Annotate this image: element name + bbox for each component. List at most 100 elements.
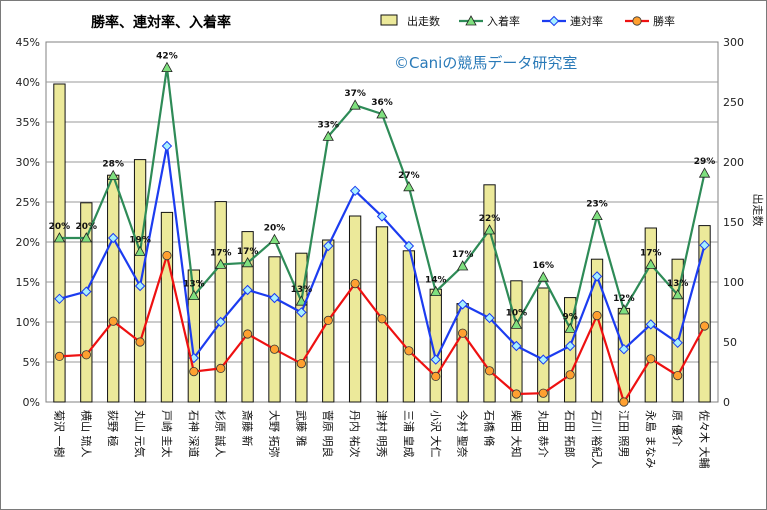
top2-rate-point xyxy=(618,343,630,355)
top2-rate-point xyxy=(376,211,388,222)
y-right-tick-label: 0 xyxy=(723,396,730,409)
placing-rate-point xyxy=(510,318,523,329)
placing-rate-point xyxy=(564,322,576,333)
x-category-label: 菅原 明良 xyxy=(321,410,335,458)
legend-marker-win-rate xyxy=(632,16,642,26)
data-label: 37% xyxy=(344,89,366,99)
win-rate-point xyxy=(699,321,710,331)
placing-rate-point xyxy=(483,224,496,235)
axis-layer: 0% 5% 10% 15% 20% 25% 30% 35% 40% 45% 0 50 100 150 200… xyxy=(16,36,765,469)
top2-rate-point xyxy=(134,280,146,292)
data-label: 23% xyxy=(586,200,608,210)
y-right-tick-label: 100 xyxy=(723,276,744,289)
data-label: 17% xyxy=(640,248,662,258)
data-label: 27% xyxy=(398,171,420,181)
x-category-label: 大野 拓弥 xyxy=(267,410,281,458)
top2-rate-point xyxy=(699,239,710,251)
y-left-tick-label: 25% xyxy=(16,196,40,209)
x-category-label: 石川 裕紀人 xyxy=(590,410,603,469)
top2-rate-point xyxy=(107,232,119,244)
placing-rate-point xyxy=(403,180,415,192)
y-left-tick-label: 35% xyxy=(16,116,40,129)
placing-rate-point xyxy=(188,289,200,301)
y-right-tick-label: 300 xyxy=(723,36,744,49)
top2-rate-point xyxy=(269,292,280,304)
legend-label: 勝率 xyxy=(653,14,675,28)
win-rate-point xyxy=(619,397,629,407)
data-label: 20% xyxy=(76,222,98,232)
label-layer: 20% 20% 28% 19% 42% 13% 17% 17% 20% 13% 33% 37% 36% 2… xyxy=(49,52,716,323)
win-rate-point xyxy=(431,371,441,381)
y-right-tick-label: 50 xyxy=(723,336,737,349)
placing-rate-point xyxy=(456,260,469,271)
x-category-label: 丸田 恭介 xyxy=(536,410,549,458)
bar-starts xyxy=(187,269,200,403)
top2-rate-point xyxy=(591,271,603,282)
bar-starts xyxy=(644,227,657,403)
top2-rate-point xyxy=(645,319,657,330)
win-rate-point xyxy=(189,366,199,377)
legend-label: 連対率 xyxy=(570,14,603,28)
legend-marker-placing-rate xyxy=(465,15,477,26)
y-right-axis-label: 出走数 xyxy=(751,194,765,227)
placing-rate-point xyxy=(322,130,334,141)
bar-starts xyxy=(698,225,711,403)
watermark: ©Caniの競馬データ研究室 xyxy=(394,54,577,72)
x-category-label: 佐々木 大輔 xyxy=(698,410,712,469)
x-category-label: 横山 琉人 xyxy=(79,410,93,458)
data-label: 9% xyxy=(563,312,578,322)
win-rate-point xyxy=(323,315,333,325)
data-label: 33% xyxy=(317,120,339,130)
placing-rate-point xyxy=(215,258,227,269)
win-rate-point xyxy=(646,354,656,364)
placing-rate-point xyxy=(618,304,630,315)
x-category-label: 石橋 脩 xyxy=(483,410,497,447)
data-label: 17% xyxy=(452,250,474,260)
x-category-label: 柴田 大知 xyxy=(509,410,523,458)
y-left-tick-label: 20% xyxy=(16,236,40,249)
data-label: 17% xyxy=(210,248,232,258)
y-left-tick-label: 15% xyxy=(16,276,40,289)
data-label: 13% xyxy=(667,279,689,289)
x-category-label: 武藤 雅 xyxy=(294,410,308,447)
win-rate-point xyxy=(592,310,602,321)
bar-starts xyxy=(80,202,93,403)
data-label: 42% xyxy=(156,52,178,62)
x-category-label: 今村 聖奈 xyxy=(456,410,470,458)
top2-rate-point xyxy=(161,140,173,152)
legend-swatch-bar xyxy=(380,14,398,26)
top2-rate-point xyxy=(54,293,65,305)
top2-rate-point xyxy=(242,284,253,296)
win-rate-point xyxy=(243,329,253,339)
placing-rate-point xyxy=(376,108,388,119)
x-category-label: 菊沢 一樹 xyxy=(52,410,66,458)
win-rate-point xyxy=(458,328,468,338)
y-right-tick-label: 150 xyxy=(723,216,744,229)
top2-rate-point xyxy=(564,340,576,352)
top2-rate-point xyxy=(430,354,441,365)
win-rate-point xyxy=(162,251,172,261)
data-label: 29% xyxy=(694,157,716,167)
win-rate-point xyxy=(54,351,65,361)
data-label: 20% xyxy=(49,222,71,232)
top2-rate-point xyxy=(457,299,468,310)
x-category-label: 丹内 祐次 xyxy=(348,410,362,458)
placing-rate-point xyxy=(430,285,442,297)
win-rate-point xyxy=(484,366,495,376)
x-category-label: 石神 深道 xyxy=(187,410,201,458)
x-category-label: 戸崎 圭太 xyxy=(160,410,174,458)
placing-rate-point xyxy=(53,232,66,243)
grid-layer xyxy=(46,81,718,363)
bar-starts xyxy=(671,258,684,403)
y-left-tick-label: 10% xyxy=(16,316,40,329)
win-rate-point xyxy=(81,350,91,360)
bar-starts xyxy=(483,184,496,403)
bar-starts xyxy=(268,256,281,403)
bar-starts xyxy=(214,201,227,403)
win-rate-point xyxy=(216,363,226,373)
x-category-label: 小沢 大仁 xyxy=(429,410,443,458)
bar-starts xyxy=(348,215,362,403)
data-label: 22% xyxy=(479,214,501,224)
